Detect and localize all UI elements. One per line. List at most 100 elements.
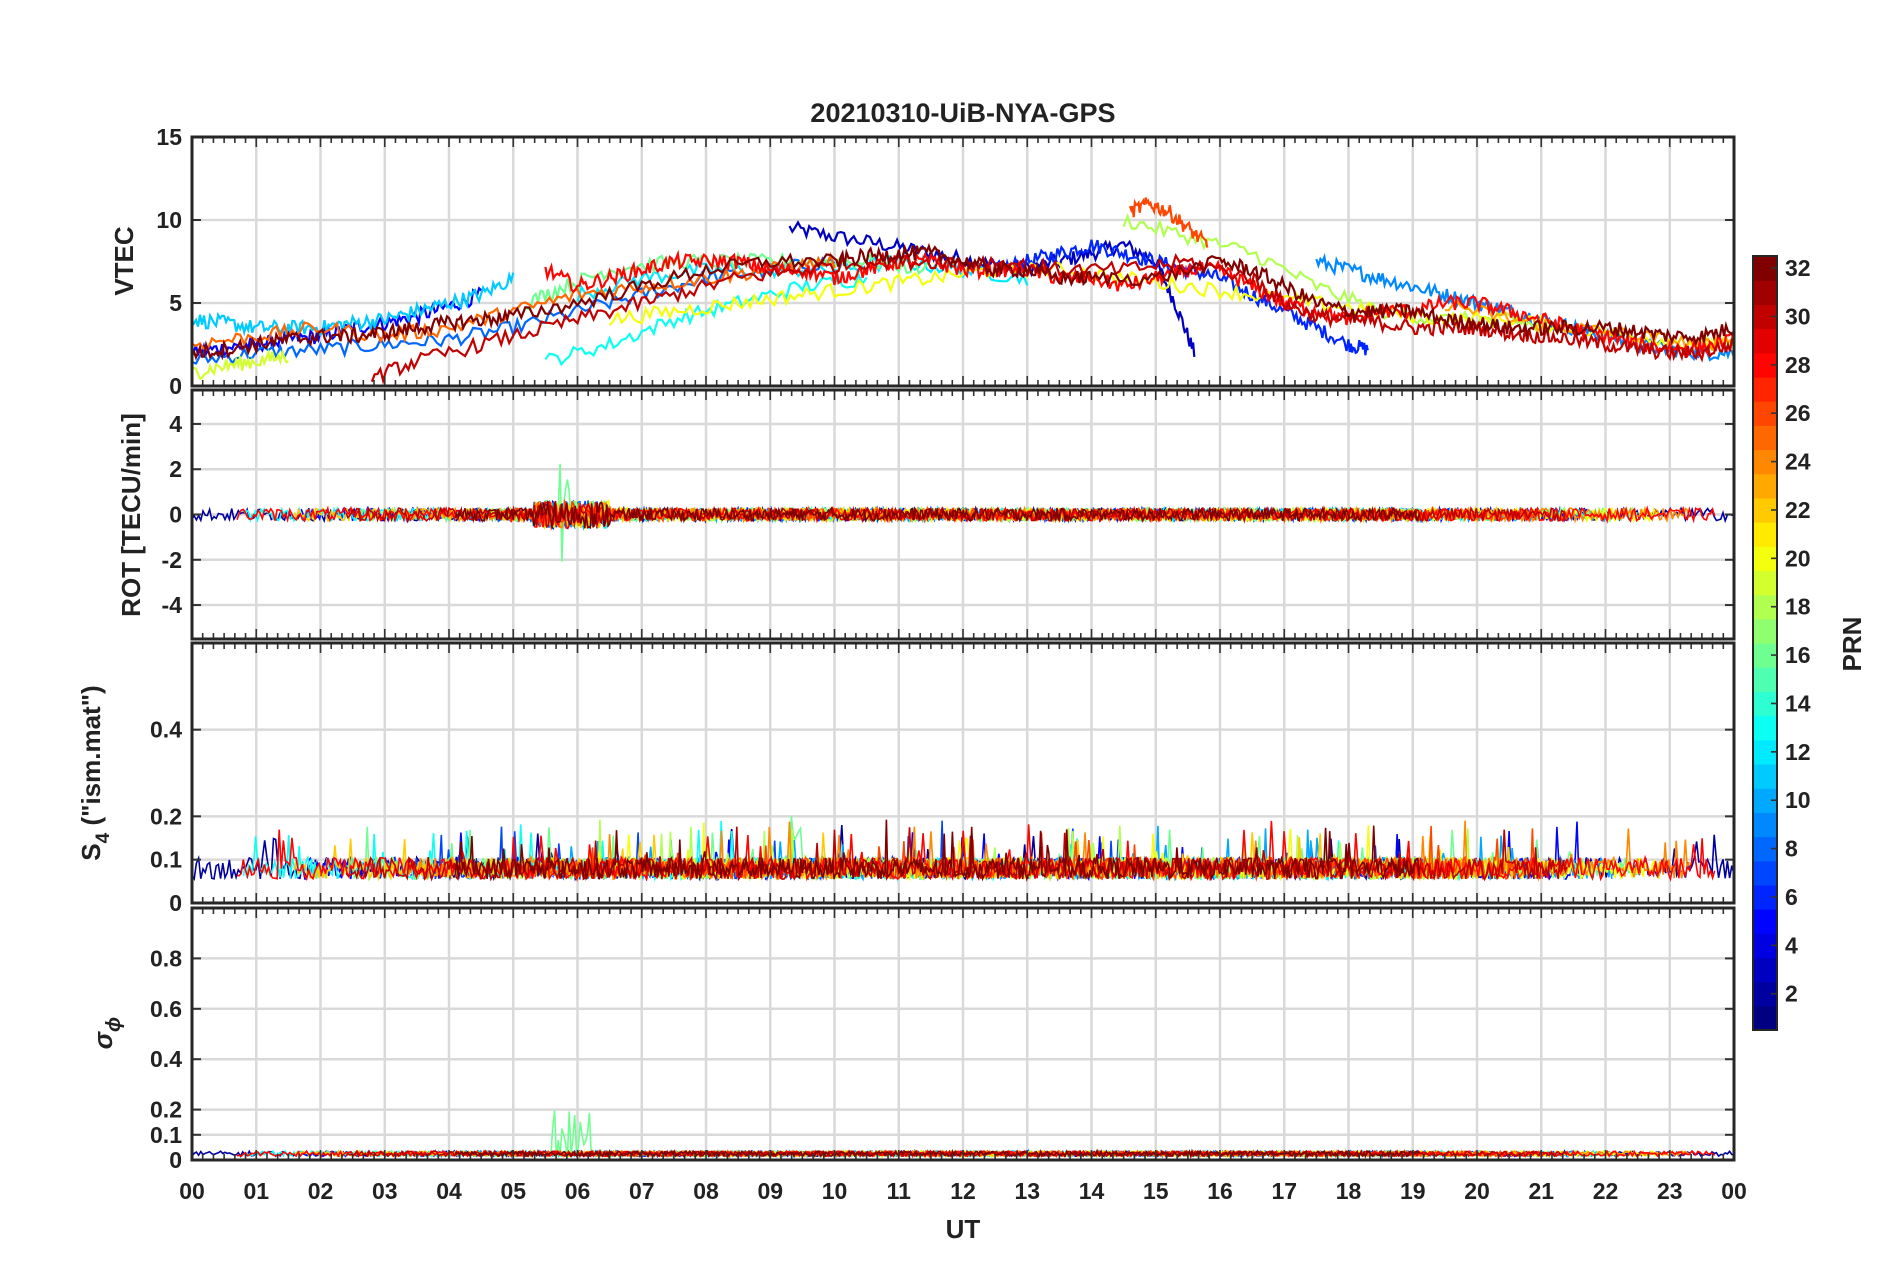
x-tick-label: 10 bbox=[822, 1178, 848, 1204]
sigma-phi-grid bbox=[192, 908, 1734, 1162]
x-tick-labels: 00 01 02 03 04 05 06 07 08 09 10 11 12 13 14 15 16 17 18 19… bbox=[179, 1178, 1747, 1204]
s4-axis: 0 0.1 0.2 0.4 bbox=[150, 641, 1736, 916]
x-tick-label: 12 bbox=[950, 1178, 976, 1204]
prn-32-s4-trace bbox=[454, 819, 1420, 882]
prn-23-vtec-trace bbox=[1444, 299, 1734, 352]
sigma-phi-ylabel-main: σ bbox=[88, 1030, 118, 1049]
colorbar-tick-label: 14 bbox=[1785, 690, 1811, 716]
colorbar-tick-label: 32 bbox=[1785, 255, 1811, 281]
colorbar-segment bbox=[1753, 860, 1777, 886]
rot-ytick-label: -4 bbox=[162, 592, 183, 618]
x-tick-label: 16 bbox=[1207, 1178, 1233, 1204]
colorbar-tick-label: 26 bbox=[1785, 400, 1811, 426]
rot-traces bbox=[192, 463, 1734, 562]
colorbar-segment bbox=[1753, 280, 1777, 305]
colorbar-segment bbox=[1753, 473, 1777, 499]
colorbar-segment bbox=[1753, 957, 1777, 983]
rot-frame bbox=[190, 388, 1736, 641]
prn-3-vtec-trace bbox=[788, 220, 1196, 357]
rot-ylabel: ROT [TECU/min] bbox=[116, 413, 146, 617]
s4-ytick-label: 0.4 bbox=[150, 717, 182, 743]
sigma-phi-ytick-label: 0 bbox=[169, 1147, 182, 1173]
prn-28-vtec-trace bbox=[544, 249, 1734, 359]
prn-30-s4-trace bbox=[345, 826, 1568, 882]
vtec-traces bbox=[192, 197, 1734, 385]
prn-32-vtec-trace bbox=[192, 242, 1734, 361]
prn-30-vtec-trace bbox=[370, 251, 1734, 385]
s4-traces bbox=[192, 815, 1734, 883]
vtec-ytick-label: 10 bbox=[156, 207, 182, 233]
x-tick-label: 02 bbox=[308, 1178, 334, 1204]
prn-32-sigma-phi-trace bbox=[454, 1148, 1420, 1160]
colorbar-segment bbox=[1753, 570, 1777, 596]
colorbar-tick-label: 12 bbox=[1785, 739, 1811, 765]
s4-ytick-label: 0 bbox=[169, 890, 182, 916]
colorbar-tick-label: 10 bbox=[1785, 787, 1811, 813]
vtec-ytick-label: 0 bbox=[169, 373, 182, 399]
colorbar-tick-label: 22 bbox=[1785, 497, 1811, 523]
x-tick-label: 01 bbox=[243, 1178, 269, 1204]
colorbar-label: PRN bbox=[1837, 617, 1867, 672]
rot-axis: -4 -2 0 2 4 bbox=[162, 388, 1736, 641]
colorbar-tick-label: 8 bbox=[1785, 836, 1798, 862]
rot-ytick-label: 0 bbox=[169, 502, 182, 528]
colorbar-segment bbox=[1753, 715, 1777, 741]
x-tick-label: 14 bbox=[1079, 1178, 1105, 1204]
x-tick-label: 19 bbox=[1400, 1178, 1426, 1204]
colorbar-tick-label: 28 bbox=[1785, 352, 1811, 378]
x-tick-label: 04 bbox=[436, 1178, 462, 1204]
s4-panel: 0 0.1 0.2 0.4 S4 ("ism.mat") bbox=[76, 641, 1736, 916]
colorbar-gradient bbox=[1752, 255, 1778, 1031]
s4-ytick-label: 0.1 bbox=[150, 847, 182, 873]
prn-13-vtec-trace bbox=[544, 271, 868, 367]
vtec-ylabel: VTEC bbox=[109, 226, 139, 296]
vtec-axis: 0 5 10 15 bbox=[156, 124, 1736, 399]
prn-6-vtec-trace bbox=[994, 239, 1369, 356]
x-tick-label: 06 bbox=[565, 1178, 591, 1204]
colorbar-segment bbox=[1753, 522, 1777, 547]
x-axis-label: UT bbox=[946, 1214, 981, 1244]
colorbar-tick-label: 30 bbox=[1785, 303, 1811, 329]
colorbar-segment bbox=[1753, 667, 1777, 692]
vtec-panel: 0 5 10 15 VTEC bbox=[109, 124, 1736, 399]
x-tick-label: 07 bbox=[629, 1178, 655, 1204]
sigma-phi-ytick-label: 0.1 bbox=[150, 1122, 182, 1148]
colorbar-segment bbox=[1753, 909, 1777, 934]
colorbar-segment bbox=[1753, 328, 1777, 354]
colorbar-tick-label: 4 bbox=[1785, 932, 1798, 958]
colorbar-tick-label: 16 bbox=[1785, 642, 1811, 668]
x-tick-label: 08 bbox=[693, 1178, 719, 1204]
vtec-ytick-label: 15 bbox=[156, 124, 182, 150]
x-tick-label: 09 bbox=[757, 1178, 783, 1204]
x-tick-label: 00 bbox=[179, 1178, 205, 1204]
x-tick-label: 05 bbox=[500, 1178, 526, 1204]
prn-32-rot-trace bbox=[454, 500, 1420, 530]
colorbar-tick-label: 20 bbox=[1785, 545, 1811, 571]
colorbar-segment bbox=[1753, 1005, 1777, 1031]
vtec-grid bbox=[192, 135, 1734, 388]
x-tick-label: 22 bbox=[1593, 1178, 1619, 1204]
x-tick-label: 11 bbox=[887, 1178, 912, 1204]
colorbar-segment bbox=[1753, 376, 1777, 402]
sigma-phi-ytick-label: 0.4 bbox=[150, 1046, 182, 1072]
x-tick-label: 00 bbox=[1721, 1178, 1747, 1204]
s4-ylabel: S4 ("ism.mat") bbox=[76, 685, 114, 860]
colorbar-segment bbox=[1753, 812, 1777, 838]
prn-11-vtec-trace bbox=[192, 271, 515, 337]
colorbar-tick-label: 6 bbox=[1785, 884, 1798, 910]
s4-ylabel-sub: 4 bbox=[93, 832, 114, 843]
sigma-phi-panel: 00.10.2 0.4 0.6 0.8 σϕ bbox=[88, 906, 1736, 1173]
sigma-phi-ytick-label: 0.2 bbox=[150, 1097, 182, 1123]
x-tick-label: 17 bbox=[1271, 1178, 1297, 1204]
vtec-ytick-label: 5 bbox=[169, 290, 182, 316]
s4-ytick-label: 0.2 bbox=[150, 803, 182, 829]
sigma-phi-ytick-label: 0.8 bbox=[150, 945, 182, 971]
rot-ytick-label: 2 bbox=[169, 456, 182, 482]
sigma-phi-ytick-label: 0.6 bbox=[150, 996, 182, 1022]
s4-ylabel-rest: ("ism.mat") bbox=[76, 685, 106, 832]
x-tick-label: 18 bbox=[1336, 1178, 1362, 1204]
x-tick-label: 15 bbox=[1143, 1178, 1169, 1204]
vtec-frame bbox=[190, 135, 1736, 388]
